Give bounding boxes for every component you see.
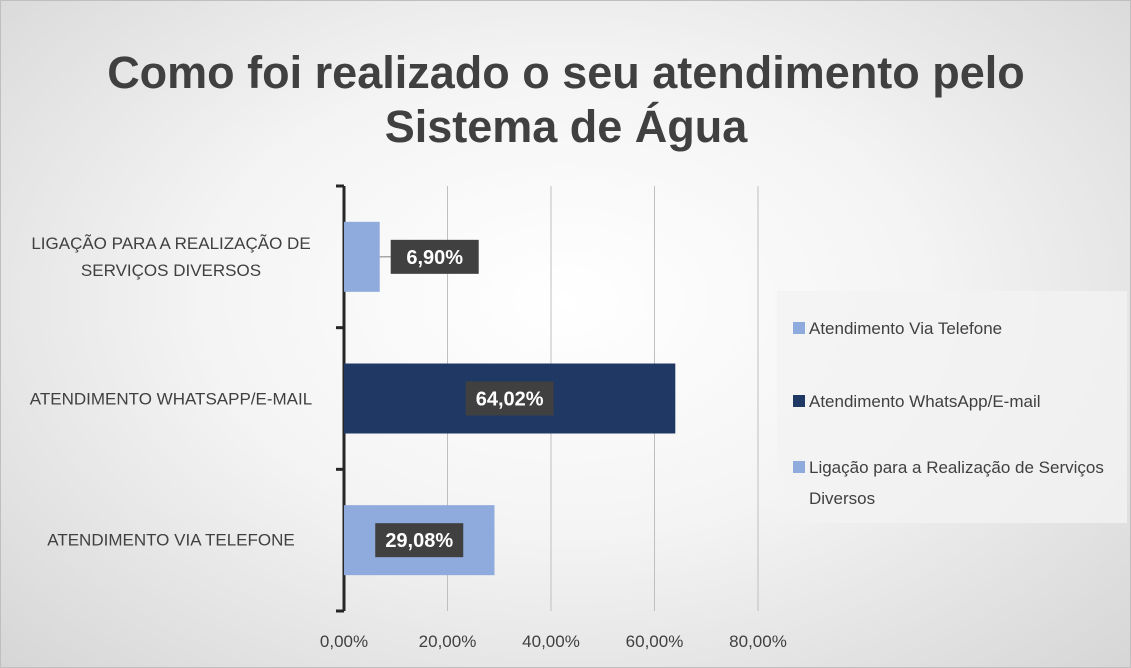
legend-label: Ligação para a Realização de Serviços Di… (809, 458, 1104, 508)
x-tick-label: 80,00% (729, 632, 787, 651)
x-tick-label: 0,00% (320, 632, 368, 651)
y-tick-label: ATENDIMENTO VIA TELEFONE (47, 530, 295, 550)
data-label: 64,02% (476, 389, 544, 411)
legend-label: Atendimento WhatsApp/E-mail (809, 392, 1041, 411)
data-label-box (465, 381, 554, 416)
x-tick-label: 20,00% (419, 632, 477, 651)
chart-title: Como foi realizado o seu atendimento pel… (107, 47, 1025, 152)
x-tick-label: 40,00% (522, 632, 580, 651)
y-tick-label: ATENDIMENTO WHATSAPP/E-MAIL (29, 389, 313, 408)
data-label-box (390, 239, 479, 274)
legend-label: Atendimento Via Telefone (809, 319, 1003, 338)
x-tick-label: 60,00% (626, 632, 684, 651)
bar (344, 221, 380, 292)
legend-marker (793, 395, 805, 407)
data-label: 6,90% (406, 247, 463, 269)
y-tick-label: LIGAÇÃO PARA A REALIZAÇÃO DE SERVIÇOS DI… (31, 233, 311, 280)
legend-marker (793, 322, 805, 334)
legend-marker (793, 461, 805, 473)
data-label-box (375, 523, 464, 558)
data-label: 29,08% (385, 530, 453, 552)
legend-box (777, 291, 1127, 523)
